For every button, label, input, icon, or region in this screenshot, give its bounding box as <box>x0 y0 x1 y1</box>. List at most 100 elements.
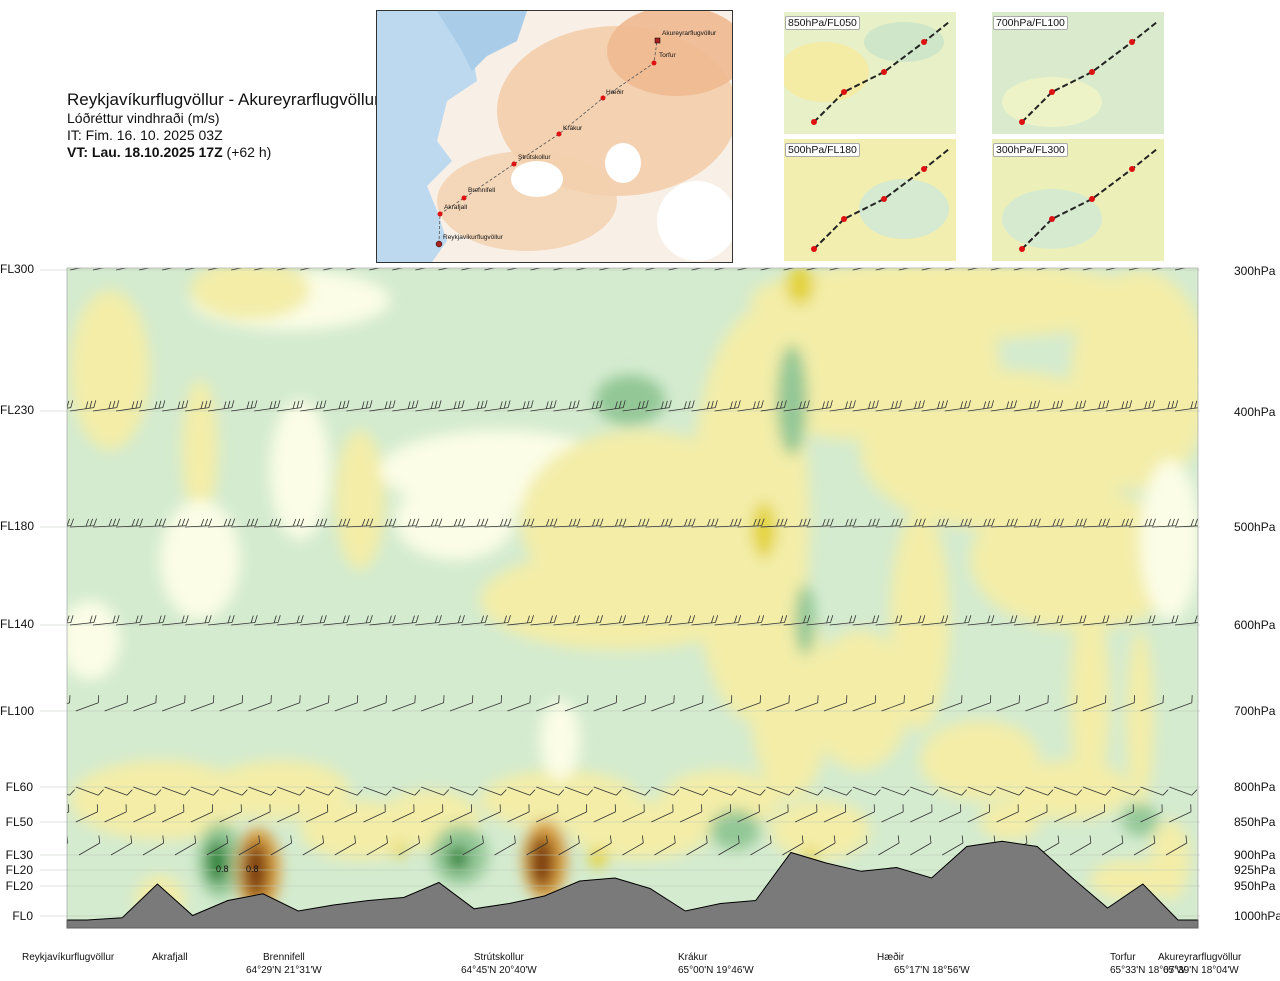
wind-barb <box>576 518 604 528</box>
wind-barb <box>766 695 790 712</box>
wind-barb <box>553 518 581 528</box>
wind-barb <box>277 695 301 712</box>
wind-barb <box>161 804 185 823</box>
wind-barb <box>415 268 439 271</box>
parameter-subtitle: Lóðréttur vindhraði (m/s) <box>67 110 220 126</box>
wind-barb <box>507 786 536 796</box>
wind-barb <box>691 615 719 626</box>
mini-map-300[interactable]: 300hPa/FL300 <box>992 139 1164 261</box>
field-strong-updraft-strutskollur <box>530 836 554 888</box>
wind-barb <box>231 268 255 271</box>
field-blob-22 <box>70 760 250 840</box>
level-left-fl20a: FL20 <box>5 863 33 877</box>
waypoint-haedir: Hæðir 65°17'N 18°56'W <box>877 951 970 977</box>
map-point-brennifell <box>461 195 467 201</box>
wind-barb <box>622 268 647 271</box>
wind-barb <box>622 835 644 856</box>
peak-label-a: 0.8 <box>216 864 229 874</box>
wind-barb <box>302 835 324 856</box>
wind-barb <box>737 786 766 796</box>
wind-barb <box>691 518 719 528</box>
wind-barb <box>1025 786 1054 796</box>
wind-barb <box>430 835 452 856</box>
wind-barb <box>1128 518 1156 528</box>
wind-barb <box>1082 695 1107 712</box>
wind-barb <box>116 400 143 412</box>
field-blob-38 <box>1150 820 1190 900</box>
wind-barb <box>190 804 214 823</box>
wind-barb <box>829 518 857 528</box>
wind-barb <box>1105 518 1133 528</box>
field-blob-33 <box>67 600 120 680</box>
mini-map-300-label: 300hPa/FL300 <box>993 143 1068 157</box>
mini-map-700[interactable]: 700hPa/FL100 <box>992 12 1164 134</box>
valid-time-bold: VT: Lau. 18.10.2025 17Z <box>67 144 223 160</box>
wind-barb <box>420 695 445 712</box>
mini-map-500-graphic <box>784 139 956 261</box>
field-blob-36 <box>540 700 580 780</box>
chart-header: Reykjavíkurflugvöllur - Akureyrarflugvöl… <box>67 90 380 161</box>
wind-barb <box>248 695 272 712</box>
field-blob-5 <box>335 430 385 570</box>
wind-barb <box>708 695 733 712</box>
wind-barb <box>415 615 442 626</box>
wind-barb <box>161 695 186 712</box>
field-downdraft-krakur <box>710 810 760 850</box>
wind-barb <box>910 835 932 856</box>
route-map[interactable]: Akureyrarflugvöllur Torfur Hæðir Krákur … <box>376 10 733 263</box>
wind-barb <box>760 615 788 626</box>
wind-barb <box>67 835 69 856</box>
wind-barb <box>760 400 787 412</box>
wind-barb <box>852 695 877 712</box>
map-point-strutskollur <box>511 161 517 167</box>
wind-barb <box>737 615 765 626</box>
wind-barb <box>300 518 328 528</box>
mini-map-500[interactable]: 500hPa/FL180 <box>784 139 956 261</box>
wind-barb <box>967 804 990 823</box>
wind-barb <box>116 518 144 528</box>
wind-barb <box>823 695 848 712</box>
wind-barb <box>599 518 627 528</box>
wind-barb <box>654 835 676 856</box>
waypoint-name: Reykjavíkurflugvöllur <box>22 952 115 963</box>
wind-barb <box>69 518 97 528</box>
wind-barb <box>737 268 762 271</box>
wind-barb <box>1128 400 1156 412</box>
waypoint-name: Strútskollur <box>473 952 524 963</box>
wind-barb <box>1101 835 1124 856</box>
map-label-strutskollur: Strútskollur <box>518 154 551 161</box>
wind-barbs <box>67 268 1198 856</box>
wind-barb <box>806 518 834 528</box>
wind-barb <box>462 835 484 856</box>
valid-time: VT: Lau. 18.10.2025 17Z (+62 h) <box>67 144 380 161</box>
wind-barb <box>185 615 212 626</box>
wind-barb <box>300 615 327 626</box>
wind-barb <box>92 615 120 626</box>
wind-barb <box>898 268 923 271</box>
wind-barb <box>366 835 388 856</box>
wind-barb <box>536 695 560 712</box>
wind-barb <box>219 804 242 823</box>
wind-barb <box>708 804 731 823</box>
mini-map-850[interactable]: 850hPa/FL050 <box>784 12 956 134</box>
waypoint-coord: 65°33'N 18°07'W <box>1110 965 1186 976</box>
level-right-500: 500hPa <box>1234 520 1276 534</box>
wind-barb <box>507 804 530 823</box>
wind-barb <box>449 804 473 823</box>
wind-barb <box>305 804 329 823</box>
wind-barb <box>1053 786 1083 796</box>
wind-barb <box>185 268 209 271</box>
map-label-reykjavik: Reykjavíkurflugvöllur <box>443 234 504 241</box>
wind-barb <box>461 400 488 412</box>
map-point-akrafjall <box>437 211 443 217</box>
wind-barb <box>782 835 804 856</box>
wind-barb <box>878 835 900 856</box>
map-point-krakur <box>556 131 562 137</box>
wind-barb <box>737 695 761 712</box>
wind-barb <box>645 518 673 528</box>
wind-barb <box>346 615 373 626</box>
wind-barb <box>1059 518 1087 528</box>
wind-barb <box>852 804 875 823</box>
wind-barb <box>944 400 971 412</box>
wind-barb <box>133 786 162 796</box>
